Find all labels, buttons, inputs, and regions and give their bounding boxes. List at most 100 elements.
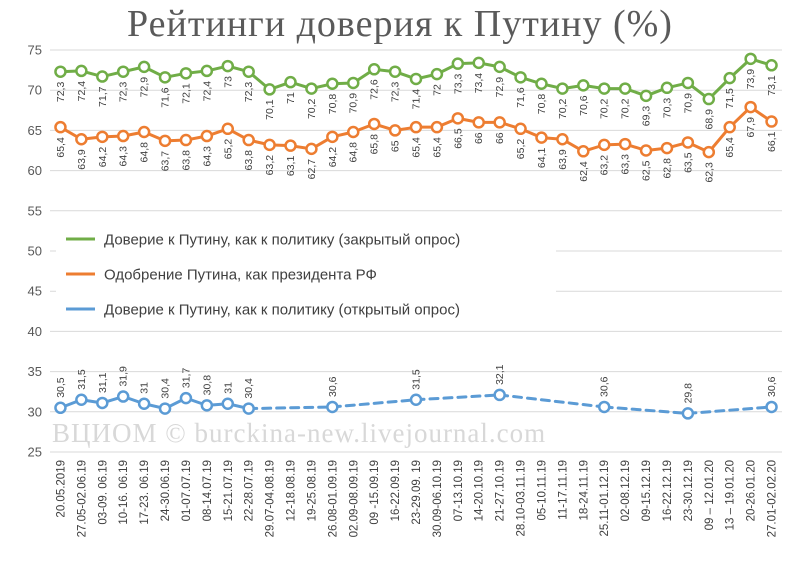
data-label: 65,4 [724, 137, 736, 158]
data-label: 70,1 [264, 99, 276, 120]
data-point [514, 71, 527, 84]
x-tick-label: 09 – 12.01.20 [704, 460, 716, 530]
data-point [430, 67, 444, 81]
y-tick-label: 40 [28, 324, 42, 339]
data-point [54, 65, 67, 78]
data-point [347, 76, 360, 90]
data-point [597, 400, 611, 414]
legend-entry: Доверие к Путину, как к политику (открыт… [104, 302, 460, 319]
data-point [577, 79, 590, 92]
data-label: 70,2 [599, 98, 611, 119]
data-point [263, 138, 276, 152]
data-label: 30,4 [160, 378, 172, 399]
x-tick-label: 07-13.10.19 [453, 460, 465, 521]
data-point [242, 402, 255, 415]
data-label: 65 [390, 140, 402, 152]
data-point [326, 130, 339, 144]
data-label: 66 [473, 132, 485, 144]
data-label: 64,2 [97, 147, 109, 168]
data-point [347, 125, 360, 139]
data-point [75, 132, 88, 146]
data-label: 64,1 [536, 147, 548, 168]
y-tick-label: 45 [28, 284, 42, 299]
x-tick-label: 26.08-01.09.19 [327, 460, 339, 537]
data-point [702, 92, 716, 106]
data-label: 71,4 [411, 89, 423, 110]
data-label: 67,9 [745, 117, 757, 138]
data-label: 30,6 [766, 376, 778, 397]
data-point [597, 82, 611, 95]
data-point [137, 125, 151, 139]
data-label: 62,5 [641, 160, 653, 181]
data-label: 63,2 [264, 155, 276, 176]
x-tick-label: 09-15.12.19 [641, 460, 653, 521]
data-label: 70,8 [536, 94, 548, 115]
data-label: 63,8 [243, 150, 255, 171]
data-point [96, 396, 109, 410]
y-tick-label: 60 [28, 163, 42, 178]
series-2: 65,4 63,9 64,2 64,3 64,8 63,7 63,8 64,3 65,2 63,8… [54, 100, 778, 183]
x-tick-label: 08-14.07.19 [202, 460, 214, 521]
data-label: 63,9 [76, 149, 88, 170]
data-point [744, 52, 757, 66]
data-point [618, 137, 632, 151]
data-label: 72,1 [180, 83, 192, 104]
data-point [221, 59, 235, 73]
data-label: 72,4 [76, 81, 88, 102]
data-label: 31 [222, 382, 234, 394]
y-tick-label: 70 [28, 83, 42, 98]
data-point [54, 401, 67, 415]
data-label: 65,2 [515, 139, 527, 160]
data-point [639, 144, 653, 157]
data-label: 64,3 [201, 146, 213, 167]
data-label: 70,8 [327, 94, 339, 115]
data-label: 70,2 [620, 98, 632, 119]
data-label: 31 [139, 382, 151, 394]
data-label: 71,7 [97, 86, 109, 107]
data-point [681, 407, 695, 420]
data-point [723, 71, 736, 85]
data-point [556, 82, 569, 95]
data-label: 73,9 [745, 69, 757, 90]
data-label: 63,9 [557, 149, 569, 170]
series-1: 72,3 72,4 71,7 72,3 72,9 71,6 72,1 72,4 73 72,3 70… [54, 52, 778, 129]
y-tick-label: 55 [28, 203, 42, 218]
legend-entry: Одобрение Путина, как президента РФ [104, 267, 377, 284]
data-point [179, 67, 193, 80]
data-point [221, 122, 235, 136]
data-label: 31,7 [180, 368, 192, 389]
data-point [597, 138, 611, 152]
data-point [681, 76, 695, 90]
x-tick-label: 03-09. 06.19 [97, 460, 109, 525]
x-tick-label: 19-25.08.19 [306, 460, 318, 521]
data-point [75, 393, 88, 406]
data-point [430, 120, 444, 134]
x-tick-label: 16-22.09.19 [390, 460, 402, 521]
data-label: 29,8 [682, 383, 694, 404]
data-label: 62,8 [661, 158, 673, 179]
x-tick-label: 28.10-03.11.19 [516, 460, 528, 537]
data-label: 71,6 [160, 87, 172, 108]
data-point [493, 60, 506, 74]
x-tick-label: 23-30.12.19 [683, 460, 695, 521]
data-label: 63,2 [599, 155, 611, 176]
data-label: 71,6 [515, 87, 527, 108]
data-point [200, 399, 214, 412]
data-point [535, 77, 548, 91]
data-point [158, 402, 172, 415]
x-tick-label: 13 – 19.01.20 [725, 460, 737, 530]
data-label: 64,2 [327, 147, 339, 168]
x-tick-label: 22-28.07.19 [244, 460, 256, 521]
legend: Доверие к Путину, как к политику (закрыт… [56, 224, 556, 319]
x-tick-label: 30.09-06.10.19 [432, 460, 444, 537]
data-point [284, 75, 297, 89]
data-point [472, 116, 485, 129]
data-point [388, 124, 402, 137]
data-label: 65,8 [369, 134, 381, 155]
data-point [639, 89, 653, 103]
data-point [54, 120, 67, 134]
data-label: 65,2 [222, 139, 234, 160]
data-label: 63,3 [620, 154, 632, 175]
data-point [96, 70, 109, 83]
data-label: 72,3 [390, 82, 402, 103]
